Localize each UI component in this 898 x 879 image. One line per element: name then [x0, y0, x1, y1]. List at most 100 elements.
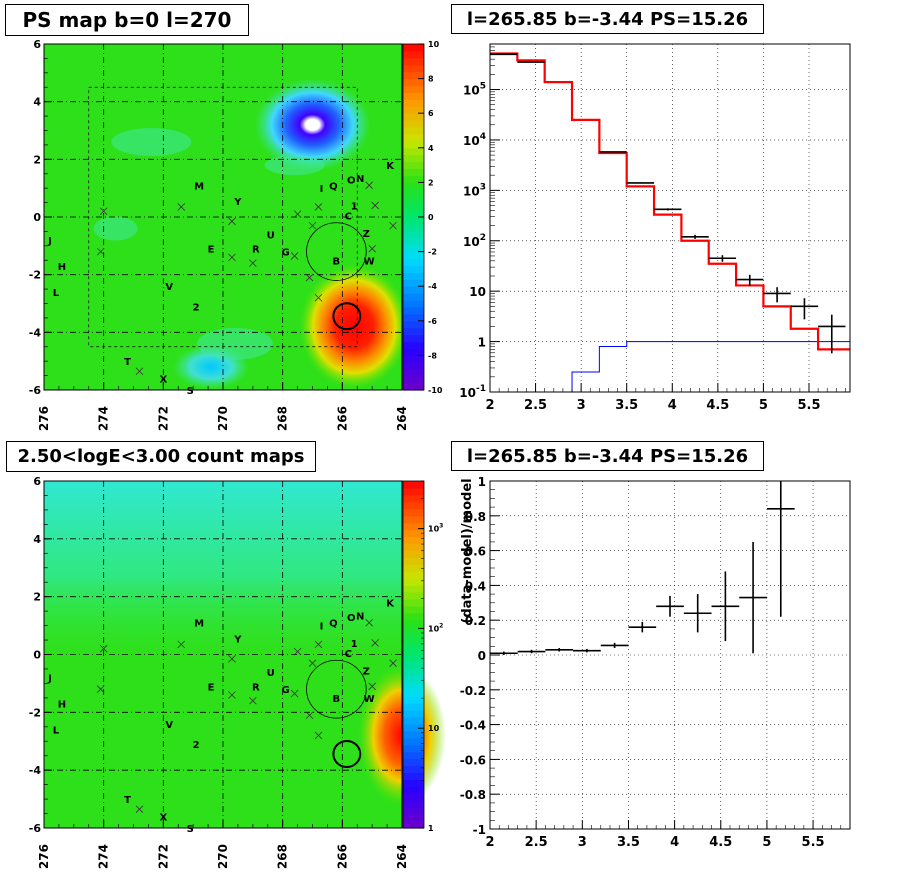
map1-x-tick-label: 264 [395, 844, 409, 869]
map0-colorbar-cell [403, 265, 424, 273]
map0-colorbar-tick-label: 8 [428, 75, 434, 84]
spectrum-x-tick-label: 5 [759, 398, 768, 413]
map1-source-label: J [47, 674, 52, 685]
map0-colorbar-cell [403, 92, 424, 100]
map0-colorbar-cell [403, 58, 424, 66]
map0-source-label: C [345, 212, 352, 223]
map1-colorbar-cell [403, 717, 424, 725]
map1-x-tick-label: 274 [97, 844, 111, 869]
map1-x-tick-label: 268 [276, 844, 290, 869]
map1-colorbar-cell [403, 530, 424, 538]
residual-y-tick-label: -1 [473, 823, 486, 837]
map1-colorbar-cell [403, 710, 424, 718]
map1-colorbar-cell [403, 682, 424, 690]
map1-x-tick-label: 276 [37, 844, 51, 869]
residual-y-axis-label: (data-model)/model [460, 478, 475, 623]
residual-y-tick-label: -0.4 [460, 719, 486, 733]
map1-colorbar-cell [403, 488, 424, 496]
map0-colorbar-cell [403, 300, 424, 308]
map1-colorbar-cell [403, 772, 424, 780]
map0-x-tick-label: 264 [395, 406, 409, 431]
map0-source-label: 2 [193, 302, 200, 313]
map1-y-tick-label: 0 [33, 649, 41, 662]
map0-colorbar-cell [403, 328, 424, 336]
residual-y-tick-label: 1 [478, 475, 486, 489]
map0-y-tick-label: 0 [33, 211, 41, 224]
map0-structure [111, 128, 191, 156]
map0-source-label: B [333, 256, 341, 267]
map1-colorbar [403, 481, 424, 829]
map0-colorbar-cell [403, 141, 424, 149]
map0-colorbar-cell [403, 383, 424, 391]
residual-y-tick-label: -0.2 [460, 684, 486, 698]
map0-colorbar-cell [403, 355, 424, 363]
map0-colorbar-cell [403, 369, 424, 377]
residual-x-tick-label: 3.5 [617, 835, 640, 850]
spectrum-x-tick-label: 2.5 [524, 398, 547, 413]
map1-colorbar-cell [403, 655, 424, 663]
map1-colorbar-cell [403, 578, 424, 586]
map1-y-tick-label: 4 [33, 533, 41, 546]
map0-colorbar-cell [403, 189, 424, 197]
map1-colorbar-cell [403, 731, 424, 739]
spectrum-y-tick-label: 102 [463, 233, 486, 249]
map1-source-label: T [124, 795, 131, 806]
map0-colorbar-cell [403, 86, 424, 94]
spectrum-x-tick-label: 2 [485, 398, 494, 413]
map1-colorbar-cell [403, 793, 424, 801]
residual-x-tick-label: 5 [762, 835, 771, 850]
map0-y-tick-label: -4 [29, 326, 42, 339]
map1-source-label: 2 [193, 740, 200, 751]
residual-x-tick-label: 5.5 [802, 835, 825, 850]
map1-colorbar-cell [403, 571, 424, 579]
map0-x-tick-label: 270 [216, 406, 230, 431]
map0-colorbar-cell [403, 155, 424, 163]
spectrum-y-tick-label: 10-1 [459, 384, 486, 400]
map0-x-tick-label: 268 [276, 406, 290, 431]
map0-source-label: E [208, 245, 215, 256]
residual-y-tick-label: -0.6 [460, 753, 486, 767]
map0-source-label: Z [363, 229, 370, 240]
map0-colorbar-tick-label: 6 [428, 109, 434, 118]
map1-colorbar-cell [403, 724, 424, 732]
map0-colorbar-tick-label: -4 [428, 282, 437, 291]
map1-colorbar-cell [403, 550, 424, 558]
map0-source-label: T [124, 357, 131, 368]
map0-colorbar-cell [403, 65, 424, 73]
map1-colorbar-cell [403, 675, 424, 683]
map0-y-tick-label: -2 [29, 269, 41, 282]
map0-colorbar-cell [403, 348, 424, 356]
map1-colorbar-cell [403, 620, 424, 628]
map1-colorbar-cell [403, 745, 424, 753]
spectrum-y-tick-label: 105 [463, 82, 486, 98]
map0-colorbar-tick-label: 10 [428, 40, 440, 49]
map0-source-label: I [320, 184, 324, 195]
map0-source-label: R [252, 245, 260, 256]
map0-colorbar-cell [403, 224, 424, 232]
map0-colorbar-cell [403, 162, 424, 170]
map0-colorbar-cell [403, 148, 424, 156]
map0-x-tick-label: 272 [156, 406, 170, 431]
map0-colorbar-cell [403, 106, 424, 114]
map0-colorbar-cell [403, 321, 424, 329]
map0-colorbar-cell [403, 279, 424, 287]
map1-colorbar-tick-label: 1 [428, 824, 434, 833]
map0-colorbar-cell [403, 175, 424, 183]
map1-colorbar-cell [403, 807, 424, 815]
map1-colorbar-cell [403, 779, 424, 787]
map0-colorbar-cell [403, 79, 424, 87]
map1-colorbar-cell [403, 634, 424, 642]
map0-colorbar-tick-label: 0 [428, 213, 434, 222]
spectrum-data-point [599, 152, 626, 153]
map1-colorbar-cell [403, 537, 424, 545]
map0-colorbar-cell [403, 51, 424, 59]
map1-source-label: L [53, 726, 60, 737]
map0-structure [94, 217, 138, 241]
map0-source-label: S [187, 386, 194, 397]
map0-colorbar-cell [403, 196, 424, 204]
map0-colorbar-cell [403, 362, 424, 370]
